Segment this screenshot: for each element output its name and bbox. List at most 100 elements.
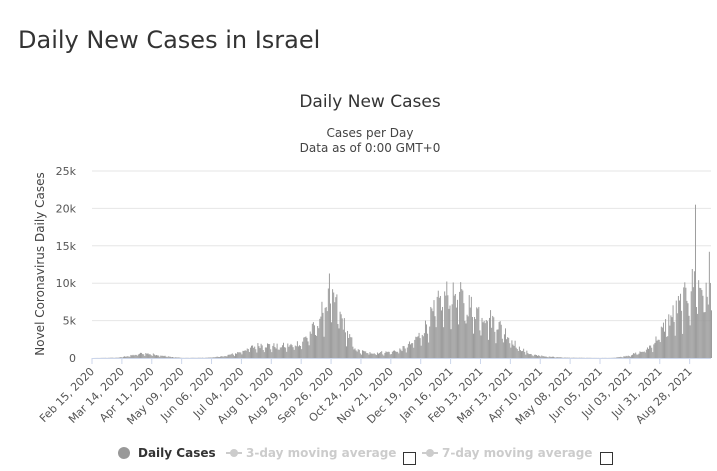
bar[interactable]	[120, 357, 122, 358]
bar[interactable]	[703, 312, 705, 358]
bar[interactable]	[518, 346, 520, 358]
bar[interactable]	[176, 357, 178, 358]
bar[interactable]	[621, 357, 623, 358]
bar[interactable]	[248, 351, 250, 358]
bar[interactable]	[177, 357, 179, 358]
bar[interactable]	[226, 356, 228, 358]
bar[interactable]	[121, 357, 123, 358]
bar[interactable]	[633, 353, 635, 358]
bar[interactable]	[243, 350, 245, 358]
bar[interactable]	[341, 318, 343, 358]
bar[interactable]	[384, 352, 386, 358]
bar[interactable]	[506, 339, 508, 358]
bar[interactable]	[477, 308, 479, 358]
bar[interactable]	[473, 333, 474, 358]
bar[interactable]	[457, 299, 458, 358]
bar[interactable]	[433, 300, 435, 358]
bar[interactable]	[267, 343, 268, 358]
bar[interactable]	[323, 336, 325, 358]
bar[interactable]	[216, 356, 218, 358]
bar[interactable]	[490, 310, 492, 358]
bar[interactable]	[413, 347, 415, 358]
bar[interactable]	[118, 357, 120, 358]
bar[interactable]	[369, 352, 371, 358]
bar[interactable]	[389, 354, 391, 358]
bar[interactable]	[277, 349, 279, 358]
bar[interactable]	[467, 316, 469, 358]
bar[interactable]	[706, 296, 708, 358]
bar[interactable]	[153, 354, 155, 358]
bar[interactable]	[261, 345, 263, 358]
bar[interactable]	[667, 336, 669, 358]
bar[interactable]	[681, 310, 683, 358]
bar[interactable]	[630, 355, 632, 358]
bar[interactable]	[160, 355, 162, 358]
bar[interactable]	[351, 337, 353, 358]
bar[interactable]	[696, 307, 698, 358]
bar[interactable]	[711, 310, 712, 358]
bar[interactable]	[519, 350, 521, 358]
bar[interactable]	[680, 293, 682, 358]
bar[interactable]	[516, 349, 518, 358]
bar[interactable]	[333, 292, 335, 358]
bar[interactable]	[149, 354, 151, 358]
bar[interactable]	[687, 303, 689, 358]
bar[interactable]	[653, 344, 655, 358]
bar[interactable]	[386, 352, 388, 358]
bar[interactable]	[495, 343, 497, 358]
bar[interactable]	[421, 334, 423, 358]
bar[interactable]	[489, 317, 490, 358]
bar[interactable]	[315, 334, 317, 358]
bar[interactable]	[283, 342, 284, 358]
bar[interactable]	[521, 351, 522, 358]
bar[interactable]	[353, 349, 355, 358]
bar[interactable]	[264, 347, 266, 358]
bar[interactable]	[252, 345, 254, 358]
bar[interactable]	[623, 356, 625, 358]
bar[interactable]	[126, 356, 128, 358]
bar[interactable]	[288, 346, 290, 358]
bar[interactable]	[628, 356, 630, 358]
bar[interactable]	[210, 357, 212, 358]
bar[interactable]	[686, 300, 688, 358]
bar[interactable]	[543, 356, 545, 358]
bar[interactable]	[308, 345, 310, 358]
bar[interactable]	[260, 343, 262, 358]
checkbox-3-day-average[interactable]	[403, 452, 416, 465]
bar[interactable]	[262, 350, 264, 358]
bar[interactable]	[446, 281, 448, 359]
bar[interactable]	[273, 343, 275, 358]
bar[interactable]	[461, 289, 463, 358]
bar[interactable]	[284, 347, 286, 358]
bar[interactable]	[322, 312, 324, 358]
bar[interactable]	[376, 352, 378, 359]
bar[interactable]	[538, 355, 540, 358]
bar[interactable]	[324, 307, 326, 358]
bar[interactable]	[235, 353, 236, 358]
bar[interactable]	[620, 356, 622, 358]
bar[interactable]	[671, 317, 673, 358]
bar[interactable]	[312, 322, 314, 358]
bar[interactable]	[510, 347, 512, 358]
bar[interactable]	[405, 352, 407, 358]
bar[interactable]	[289, 345, 291, 358]
bar[interactable]	[396, 351, 398, 358]
bar[interactable]	[541, 355, 543, 358]
bar[interactable]	[559, 357, 561, 358]
bar[interactable]	[172, 357, 173, 358]
bar[interactable]	[294, 345, 296, 358]
bar[interactable]	[145, 353, 147, 358]
bar[interactable]	[626, 356, 628, 358]
bar[interactable]	[549, 356, 551, 358]
bar[interactable]	[528, 354, 530, 358]
bar[interactable]	[281, 345, 283, 358]
bar[interactable]	[503, 334, 505, 358]
bar[interactable]	[255, 349, 257, 358]
bar[interactable]	[156, 355, 157, 358]
bar[interactable]	[683, 287, 685, 358]
bar[interactable]	[672, 305, 674, 358]
bar[interactable]	[355, 350, 357, 358]
bar[interactable]	[229, 354, 231, 358]
bar[interactable]	[644, 352, 646, 358]
bar[interactable]	[311, 323, 313, 358]
